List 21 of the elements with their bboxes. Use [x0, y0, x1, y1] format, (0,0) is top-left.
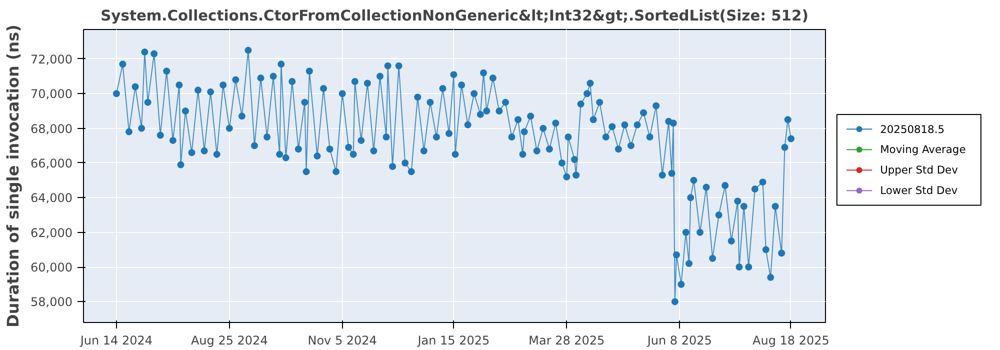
x-tick-label: Aug 18 2025 — [752, 334, 830, 348]
chart-title: System.Collections.CtorFromCollectionNonGeneric&lt;Int32&gt;.SortedList(Size: 512) — [100, 8, 808, 24]
y-tick-label: 62,000 — [30, 226, 73, 240]
y-tick-label: 58,000 — [30, 295, 73, 310]
legend-label: 20250818.5 — [880, 123, 945, 136]
x-tick-label: Jun 8 2025 — [646, 334, 712, 348]
legend-label: Lower Std Dev — [880, 184, 958, 198]
x-tick-label: Mar 28 2025 — [528, 334, 605, 348]
y-tick-label: 72,000 — [30, 52, 73, 66]
x-tick-label: Aug 25 2024 — [190, 334, 268, 348]
y-tick-label: 60,000 — [30, 260, 73, 275]
legend-label: Moving Average — [880, 143, 966, 156]
y-axis-title: Duration of single invocation (ns) — [4, 24, 23, 328]
y-tick-label: 66,000 — [30, 156, 73, 170]
x-tick-label: Jan 15 2025 — [416, 334, 490, 348]
x-tick-label: Nov 5 2024 — [308, 334, 377, 348]
y-tick-label: 64,000 — [30, 191, 73, 206]
x-tick-label: Jun 14 2024 — [79, 334, 153, 348]
y-tick-label: 70,000 — [30, 87, 73, 102]
y-tick-label: 68,000 — [30, 122, 73, 136]
legend-label: Upper Std Dev — [880, 164, 958, 177]
